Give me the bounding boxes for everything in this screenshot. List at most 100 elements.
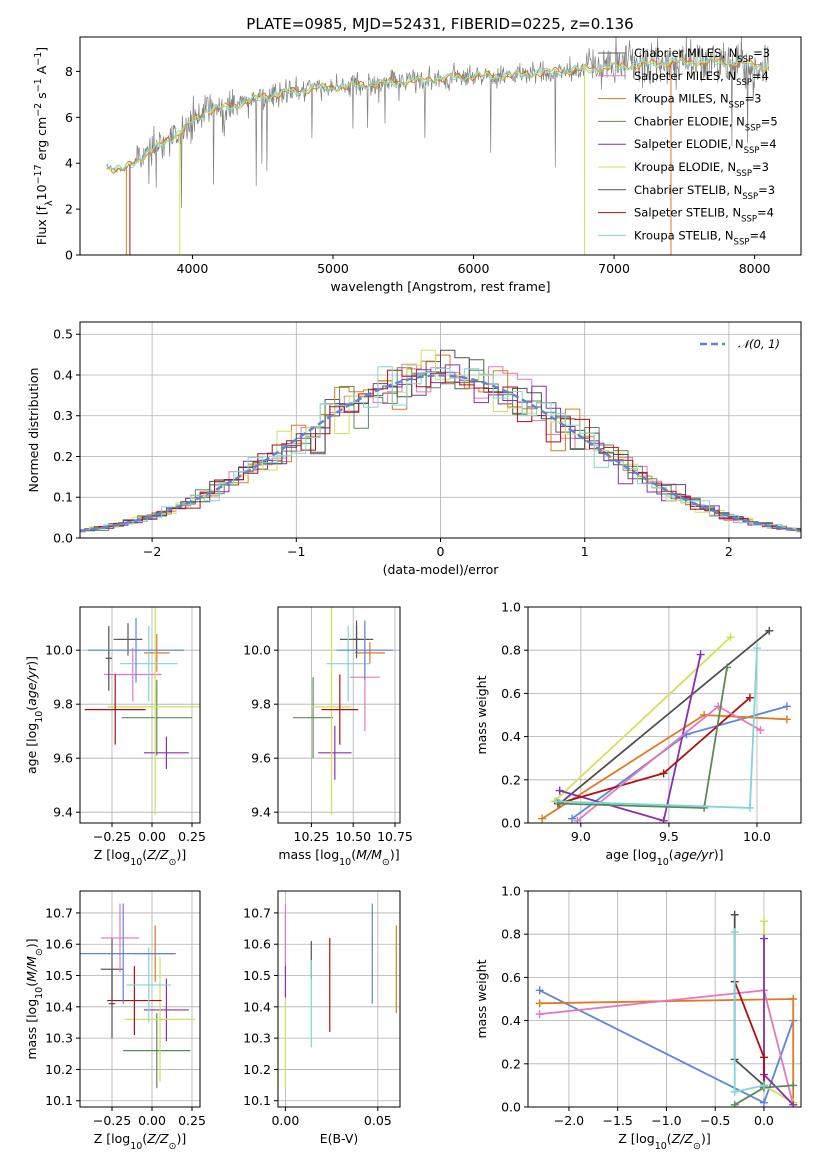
series-line-salpeter_elodie: [763, 938, 794, 1106]
series-marker: [759, 1053, 768, 1062]
y-axis-label: Normed distribution: [26, 368, 41, 493]
y-axis-label: mass weight: [474, 675, 489, 754]
x-axis-label-part: (: [142, 1131, 147, 1146]
y-axis-label-part: erg cm: [34, 117, 49, 165]
series-marker: [789, 995, 798, 1003]
x-tick-label: −1: [287, 544, 305, 559]
y-axis-label-part: λ: [44, 200, 55, 206]
x-tick-label: 2: [725, 544, 733, 559]
axes-frame: [79, 890, 201, 1108]
legend-sub: SSP: [729, 101, 745, 111]
legend-sub: SSP: [737, 55, 753, 65]
x-axis-label: mass [log10(M/M⊙)]: [278, 847, 399, 868]
plot-area-age_vs_Z: [84, 607, 200, 815]
legend-label: Chabrier MILES, N: [634, 46, 737, 60]
series-marker: [782, 715, 791, 724]
legend-sub: SSP: [736, 169, 752, 179]
legend-label: Kroupa ELODIE, N: [634, 160, 736, 174]
y-axis-label-part: A: [34, 65, 49, 78]
x-tick-label: −2.0: [554, 1113, 584, 1128]
legend-label: Kroupa MILES, N: [634, 92, 729, 106]
series-marker: [730, 1087, 739, 1096]
y-tick-label: 9.6: [251, 751, 271, 766]
y-axis-label-part: −2: [33, 103, 44, 117]
x-tick-label: −1.5: [603, 1113, 633, 1128]
x-axis-label-part: mass [log: [278, 847, 339, 862]
x-axis-label: age [log10(age/yr)]: [606, 847, 724, 868]
y-tick-label: 9.4: [53, 805, 73, 820]
axes-frame: [79, 606, 201, 824]
x-tick-label: 7000: [598, 261, 630, 276]
legend-label: Salpeter MILES, N: [634, 69, 736, 83]
series-marker: [538, 814, 547, 823]
y-axis-label-part: Flux [f: [34, 205, 49, 245]
legend-tail: =3: [758, 183, 775, 197]
axes-age_vs_mass: 10.25 10.50 10.75 9.4 9.6 9.8 10.0 mass [log10(…: [243, 606, 413, 868]
y-tick-label: 0.2: [501, 772, 521, 787]
legend-sub: SSP: [745, 123, 761, 133]
series-marker: [535, 986, 544, 995]
y-axis-label: Flux [fλ10−17 erg cm−2 s−1 A−1]: [33, 47, 55, 245]
x-tick-label: 10.25: [294, 829, 330, 844]
series-marker: [552, 797, 561, 806]
x-axis-label-part: 10: [130, 1141, 142, 1152]
x-axis-label: (data-model)/error: [383, 562, 500, 577]
series-marker: [696, 650, 705, 659]
legend-entry: Salpeter ELODIE, NSSP=4: [634, 137, 777, 156]
y-tick-label: 0.4: [501, 729, 521, 744]
series-marker: [759, 934, 768, 943]
y-axis-label-part: age [log: [24, 723, 39, 774]
axes-residuals: −2 −1 0 1 2 0.0 0.1 0.2 0.3 0.4 0.5 (data-model)/er…: [26, 321, 802, 577]
plot-area-mass_vs_ebv: [284, 903, 397, 1089]
x-axis-label: Z [log10(Z/Z⊙)]: [618, 1131, 711, 1152]
y-tick-label: 0.2: [501, 1056, 521, 1071]
legend-entry: Kroupa MILES, NSSP=3: [634, 92, 761, 111]
x-tick-label: −0.25: [93, 1113, 131, 1128]
x-tick-label: 0.0: [754, 1113, 774, 1128]
y-axis-label-part: )]: [24, 656, 39, 666]
legend-tail: =5: [761, 114, 778, 128]
y-tick-label: 8: [65, 64, 73, 79]
legend-tail: =3: [753, 46, 770, 60]
x-axis-label-part: Z/Z: [146, 1131, 169, 1146]
legend-sub: SSP: [744, 146, 760, 156]
x-axis-label-part: (: [351, 847, 356, 862]
axes-frame: [277, 606, 401, 824]
axes-spectrum: 4000 5000 6000 7000 8000 0 2 4 6 8 wavelength [Ang…: [33, 36, 802, 294]
x-tick-label: 0.25: [178, 1113, 206, 1128]
x-axis-label-part: Z [log: [94, 847, 130, 862]
y-tick-label: 0.8: [501, 643, 521, 658]
legend-tail: =4: [752, 69, 769, 83]
y-tick-label: 10.0: [243, 643, 271, 658]
legend-label: Kroupa STELIB, N: [634, 228, 734, 242]
plot-area-spectrum: [106, 37, 770, 255]
x-tick-label: 1: [581, 544, 589, 559]
series-marker: [789, 1100, 798, 1107]
legend-sub: SSP: [742, 192, 758, 202]
y-axis-label-part: )]: [24, 938, 39, 948]
axes-mass_vs_Z: −0.25 0.00 0.25 10.1 10.2 10.3 10.4 10.5 10.6 10.…: [24, 890, 206, 1152]
legend-entry: Chabrier MILES, NSSP=3: [634, 46, 770, 65]
y-tick-label: 1.0: [501, 884, 521, 899]
x-tick-label: 0: [437, 544, 445, 559]
y-axis-label: mass weight: [474, 959, 489, 1038]
x-tick-label: 10.50: [335, 829, 371, 844]
legend-tail: =4: [749, 228, 766, 242]
series-marker: [573, 816, 582, 823]
series-marker: [730, 928, 739, 937]
x-axis-label-part: 10: [655, 1141, 667, 1152]
y-tick-label: 9.8: [251, 697, 271, 712]
x-tick-label: 8000: [739, 261, 771, 276]
legend-entry: 𝒩(0, 1): [738, 337, 780, 351]
y-tick-label: 4: [65, 156, 73, 171]
x-tick-label: 10.75: [377, 829, 413, 844]
series-line-blue_series: [571, 705, 788, 820]
x-axis-label-part: ⊙: [169, 857, 177, 868]
y-tick-label: 9.6: [53, 751, 73, 766]
histogram-chabrier_stelib: [80, 349, 801, 533]
axes-mass_vs_ebv: 0.00 0.05 10.1 10.2 10.3 10.4 10.5 10.6 10.7 E(B-…: [243, 890, 401, 1146]
series-marker: [730, 910, 739, 919]
y-tick-label: 0.0: [53, 531, 73, 546]
axes-age_vs_Z: −0.25 0.00 0.259.49.69.810.0Z [log10(Z/Z⊙)…: [24, 606, 206, 868]
